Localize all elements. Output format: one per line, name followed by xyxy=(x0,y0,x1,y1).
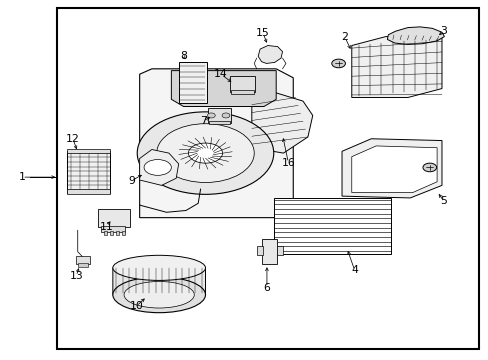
Ellipse shape xyxy=(207,113,215,118)
Ellipse shape xyxy=(144,159,171,175)
Bar xyxy=(178,62,206,103)
Text: 2: 2 xyxy=(341,32,347,42)
Text: 16: 16 xyxy=(281,158,295,168)
Bar xyxy=(277,246,283,255)
Bar xyxy=(66,149,110,153)
Polygon shape xyxy=(341,139,441,198)
Polygon shape xyxy=(171,71,276,107)
Bar xyxy=(66,151,110,193)
Text: 15: 15 xyxy=(256,28,269,38)
Bar xyxy=(98,210,130,226)
Text: 11: 11 xyxy=(100,222,114,231)
Text: 14: 14 xyxy=(214,69,227,79)
Text: 1: 1 xyxy=(19,172,25,182)
Bar xyxy=(229,76,255,92)
Bar xyxy=(101,226,125,232)
Polygon shape xyxy=(251,92,312,153)
Text: 12: 12 xyxy=(66,134,80,144)
Ellipse shape xyxy=(188,143,222,163)
Polygon shape xyxy=(351,37,441,98)
Ellipse shape xyxy=(331,59,345,68)
Text: 9: 9 xyxy=(128,176,135,186)
Text: 3: 3 xyxy=(439,26,446,36)
Ellipse shape xyxy=(113,277,205,313)
Text: 13: 13 xyxy=(69,271,83,281)
Text: 5: 5 xyxy=(439,196,446,206)
Bar xyxy=(110,231,113,234)
Polygon shape xyxy=(351,146,436,193)
Ellipse shape xyxy=(124,282,194,308)
Text: 8: 8 xyxy=(180,51,186,61)
Text: 6: 6 xyxy=(263,283,270,293)
Bar xyxy=(57,8,478,348)
Bar xyxy=(231,90,253,94)
Bar xyxy=(122,231,125,234)
Ellipse shape xyxy=(157,124,254,183)
Ellipse shape xyxy=(222,113,229,118)
Bar xyxy=(76,256,90,264)
Bar xyxy=(209,121,229,125)
Polygon shape xyxy=(113,261,205,295)
Polygon shape xyxy=(140,149,178,185)
Bar xyxy=(207,108,231,123)
Bar xyxy=(78,263,88,267)
Text: 10: 10 xyxy=(129,301,143,311)
Bar xyxy=(273,198,390,253)
Bar xyxy=(256,246,262,255)
Polygon shape xyxy=(386,27,444,44)
Ellipse shape xyxy=(113,255,205,280)
Ellipse shape xyxy=(422,163,436,172)
Polygon shape xyxy=(258,45,282,63)
Bar xyxy=(261,239,277,264)
Ellipse shape xyxy=(137,112,273,194)
Bar xyxy=(104,231,107,234)
Text: 7: 7 xyxy=(199,116,206,126)
Bar xyxy=(66,189,110,194)
Polygon shape xyxy=(140,69,293,218)
Text: 4: 4 xyxy=(350,265,357,275)
Bar xyxy=(116,231,119,234)
